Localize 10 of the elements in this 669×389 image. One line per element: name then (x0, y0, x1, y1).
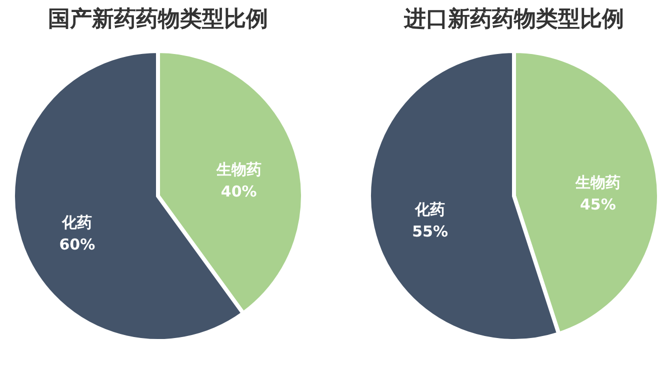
slice-label: 生物药 (215, 160, 262, 179)
chart-title: 进口新药药物类型比例 (403, 6, 624, 32)
slice-label: 化药 (61, 213, 92, 232)
data-label: 55% (412, 222, 448, 240)
data-label: 45% (580, 196, 616, 214)
slice-label: 生物药 (574, 174, 620, 192)
data-label: 40% (220, 182, 257, 201)
chart-title: 国产新药药物类型比例 (48, 6, 268, 32)
data-label: 60% (59, 235, 96, 254)
slice-label: 化药 (414, 200, 446, 218)
